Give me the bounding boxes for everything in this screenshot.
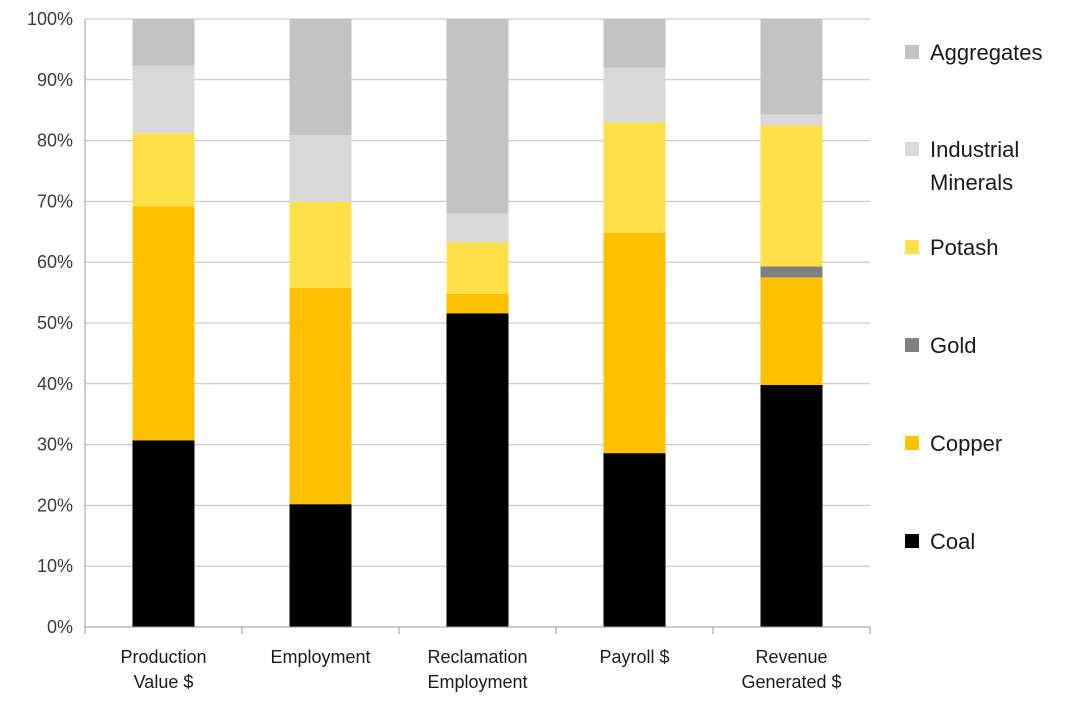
bar-segment-aggregates (603, 19, 666, 68)
bar-segment-copper (760, 277, 823, 386)
y-tick-label: 10% (37, 556, 73, 576)
legend-swatch (905, 436, 919, 450)
bar-segment-potash (603, 122, 666, 234)
y-axis: 0% 10% 20% 30% 40% 50% 60% 70% 80% 90% 100% (27, 9, 86, 637)
y-tick-label: 40% (37, 374, 73, 394)
y-tick-label: 90% (37, 70, 73, 90)
bar-segment-industrial-minerals (760, 114, 823, 126)
y-tick-label: 20% (37, 495, 73, 515)
bar-segment-potash (446, 242, 509, 294)
legend-label: Gold (930, 333, 976, 358)
bar-segment-industrial-minerals (132, 65, 195, 134)
bar-segment-aggregates (446, 19, 509, 214)
legend-swatch (905, 142, 919, 156)
bars (132, 19, 823, 627)
bar-segment-gold (760, 266, 823, 278)
bar-segment-coal (446, 313, 509, 627)
y-tick-label: 30% (37, 435, 73, 455)
bar-segment-industrial-minerals (446, 213, 509, 243)
legend-label: Industrial (930, 137, 1019, 162)
legend-label: Potash (930, 235, 999, 260)
bar-segment-copper (603, 233, 666, 454)
x-category-label: Value $ (134, 672, 194, 692)
x-category-label: Production (120, 647, 206, 667)
legend-swatch (905, 240, 919, 254)
x-axis: Production Value $ Employment Reclamation Em… (84, 626, 871, 692)
x-category-label: Revenue (755, 647, 827, 667)
bar-segment-potash (760, 125, 823, 267)
y-tick-label: 70% (37, 191, 73, 211)
bar-segment-aggregates (289, 19, 352, 136)
bar-segment-industrial-minerals (603, 67, 666, 123)
bar-segment-copper (446, 293, 509, 314)
x-category-label: Reclamation (427, 647, 527, 667)
bar-segment-coal (132, 440, 195, 627)
legend-label: Copper (930, 431, 1002, 456)
y-tick-label: 50% (37, 313, 73, 333)
x-category-label: Generated $ (741, 672, 841, 692)
x-category-label: Employment (270, 647, 370, 667)
legend: Aggregates Industrial Minerals Potash Gold Co… (905, 40, 1043, 554)
bar-segment-coal (760, 385, 823, 627)
legend-swatch (905, 338, 919, 352)
bar-segment-industrial-minerals (289, 135, 352, 203)
legend-swatch (905, 45, 919, 59)
y-tick-label: 100% (27, 9, 73, 29)
y-tick-label: 60% (37, 252, 73, 272)
x-category-label: Employment (427, 672, 527, 692)
bar-segment-aggregates (132, 19, 195, 66)
bar-segment-copper (132, 206, 195, 441)
bar-segment-coal (603, 453, 666, 627)
legend-label: Coal (930, 529, 975, 554)
legend-label: Aggregates (930, 40, 1043, 65)
bar-segment-aggregates (760, 19, 823, 115)
legend-label: Minerals (930, 170, 1013, 195)
bar-segment-coal (289, 504, 352, 627)
x-category-label: Payroll $ (599, 647, 669, 667)
y-tick-label: 80% (37, 131, 73, 151)
bar-segment-copper (289, 287, 352, 505)
bar-segment-potash (289, 202, 352, 288)
bar-segment-potash (132, 133, 195, 207)
legend-swatch (905, 534, 919, 548)
y-tick-label: 0% (47, 617, 73, 637)
